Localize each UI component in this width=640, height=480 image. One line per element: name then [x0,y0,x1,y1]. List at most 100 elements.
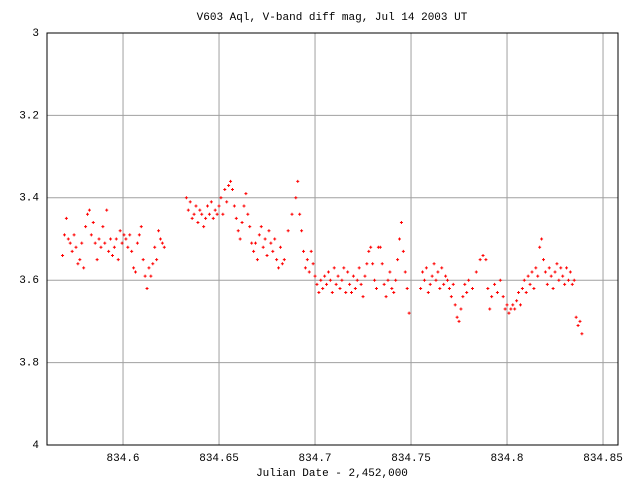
data-point [568,270,572,274]
data-point [109,237,113,241]
data-point [350,291,354,295]
data-point [459,307,463,311]
data-point [545,282,549,286]
data-point [398,237,402,241]
data-point [141,258,145,262]
data-point [74,245,78,249]
data-point [543,270,547,274]
data-point [524,291,528,295]
data-point [296,179,300,183]
data-point [130,249,134,253]
data-point [122,233,126,237]
data-point [248,225,252,229]
data-point [242,204,246,208]
data-point [230,188,234,192]
data-point [565,266,569,270]
data-point [434,278,438,282]
data-point [209,200,213,204]
data-point [273,237,277,241]
data-point [66,237,70,241]
data-point [348,282,352,286]
data-point [263,237,267,241]
data-point [91,221,95,225]
data-point [453,303,457,307]
data-point [336,274,340,278]
data-point [259,225,263,229]
y-tick-label: 3.2 [19,110,39,122]
data-point [555,262,559,266]
data-point [478,258,482,262]
data-point [451,282,455,286]
data-point [240,221,244,225]
data-point [110,253,114,257]
data-point [371,262,375,266]
data-point [84,225,88,229]
data-point [515,299,519,303]
data-point [340,278,344,282]
data-point [386,278,390,282]
data-point [238,237,242,241]
data-point [540,237,544,241]
data-point [105,208,109,212]
data-point [303,266,307,270]
data-point [213,208,217,212]
data-point [559,266,563,270]
data-point [549,274,553,278]
data-point [234,216,238,220]
data-point [267,229,271,233]
data-point [578,319,582,323]
data-point [520,286,524,290]
data-point [363,274,367,278]
data-point [68,241,72,245]
data-point [403,270,407,274]
data-point [135,241,139,245]
data-point [194,204,198,208]
data-point [286,229,290,233]
y-tick-label: 3.4 [19,193,39,205]
data-point [76,262,80,266]
data-point [246,212,250,216]
data-point [186,208,190,212]
x-tick-label: 834.8 [491,453,524,465]
data-point [223,188,227,192]
data-point [277,266,281,270]
data-point [198,208,202,212]
data-point [302,249,306,253]
data-point [538,245,542,249]
data-point [380,262,384,266]
data-point [252,249,256,253]
data-point [80,241,84,245]
data-point [143,274,147,278]
data-point [390,286,394,290]
data-point [200,212,204,216]
data-point [532,286,536,290]
data-point [271,249,275,253]
data-point [467,278,471,282]
data-point [313,274,317,278]
data-point [332,266,336,270]
data-point [518,303,522,307]
data-point [120,241,124,245]
data-point [250,241,254,245]
y-tick-label: 3 [32,28,39,40]
data-point [64,216,68,220]
data-point [149,274,153,278]
data-point [405,286,409,290]
data-point [481,253,485,257]
data-point [145,286,149,290]
data-point [359,282,363,286]
data-point [278,245,282,249]
data-point [114,237,118,241]
data-point [446,278,450,282]
data-point [444,274,448,278]
data-point [236,229,240,233]
data-point [455,315,459,319]
data-point [572,278,576,282]
data-point [378,245,382,249]
data-point [298,212,302,216]
data-point [517,291,521,295]
data-point [432,262,436,266]
data-point [128,233,132,237]
data-point [561,274,565,278]
